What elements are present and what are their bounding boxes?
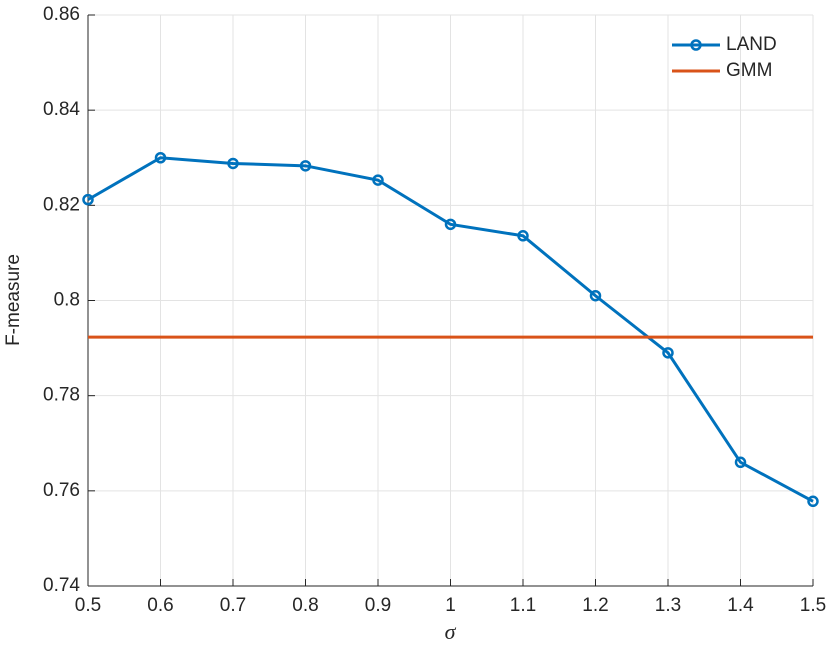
y-tick-label: 0.86 [43,4,80,25]
x-tick-label: 1.5 [800,595,826,616]
series-line [87,156,814,503]
y-axis-label: F-measure [3,254,24,346]
x-tick-label: 0.7 [220,595,246,616]
x-tick-label: 0.8 [292,595,318,616]
y-tick-label: 0.84 [43,99,80,120]
y-tick-label: 0.78 [43,385,80,406]
y-tick-label: 0.74 [43,575,80,596]
point [154,152,167,164]
x-tick-label: 0.6 [147,595,173,616]
x-tick-label: 1.2 [582,595,608,616]
point [589,289,602,302]
point [299,160,312,172]
x-axis-label: σ [445,619,457,644]
point [734,456,747,469]
y-tick-label: 0.76 [43,480,80,501]
point [444,218,457,231]
legend-marker [690,39,702,51]
legend-label: LAND [726,34,777,55]
point [517,230,529,242]
x-tick-label: 1 [445,595,456,616]
x-tick-label: 1.4 [727,595,754,616]
point [807,495,819,508]
x-tick-label: 0.9 [365,595,391,616]
point [82,193,94,206]
x-tick-label: 1.3 [655,595,681,616]
point [227,157,239,170]
x-tick-label: 1.1 [510,595,536,616]
x-tick-label: 0.5 [75,595,101,616]
y-tick-label: 0.82 [43,194,80,215]
point [662,347,674,359]
legend-label: GMM [726,60,772,81]
point [372,174,384,186]
y-tick-label: 0.8 [54,290,80,311]
